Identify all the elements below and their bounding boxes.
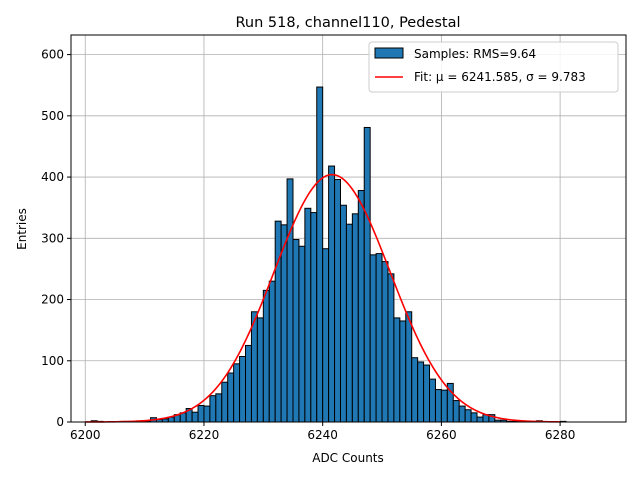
y-tick-label: 200: [41, 293, 64, 307]
legend-fit-label: Fit: μ = 6241.585, σ = 9.783: [414, 70, 586, 84]
histogram-bar: [440, 389, 448, 423]
histogram-bar: [399, 320, 407, 423]
histogram-bar: [393, 317, 401, 423]
histogram-bar: [434, 389, 442, 423]
histogram-bar: [292, 239, 300, 423]
legend: Samples: RMS=9.64 Fit: μ = 6241.585, σ =…: [368, 41, 619, 93]
legend-samples-label: Samples: RMS=9.64: [414, 47, 536, 61]
histogram-bar: [221, 381, 229, 423]
histogram-bar: [470, 412, 478, 423]
y-axis-ticks: 0 100 200 300 400 500 600: [41, 48, 71, 429]
histogram-bar: [322, 248, 330, 423]
histogram-bar: [369, 254, 377, 423]
histogram-bar: [351, 213, 359, 423]
x-tick-label: 6200: [70, 428, 101, 442]
legend-box: [368, 41, 619, 93]
histogram-bar: [464, 409, 472, 423]
histogram-bar: [345, 223, 353, 423]
histogram-bar: [227, 372, 235, 423]
histogram-bar: [310, 212, 318, 423]
histogram-bar: [280, 224, 288, 423]
x-tick-label: 6220: [189, 428, 220, 442]
y-tick-label: 600: [41, 48, 64, 62]
x-tick-label: 6240: [307, 428, 338, 442]
legend-samples-swatch: [374, 47, 404, 59]
histogram-bar: [191, 411, 199, 423]
histogram-bar: [209, 395, 217, 423]
histogram-bar: [262, 289, 270, 423]
x-tick-label: 6260: [426, 428, 457, 442]
y-axis-label: Entries: [15, 208, 29, 250]
histogram-bar: [381, 261, 389, 423]
histogram-bar: [304, 207, 312, 423]
y-tick-label: 300: [41, 231, 64, 245]
histogram-bar: [233, 363, 241, 423]
histogram-bar: [286, 178, 294, 423]
histogram-bar: [215, 393, 223, 423]
histogram-bar: [328, 165, 336, 423]
histogram-bar: [417, 361, 425, 423]
y-tick-label: 400: [41, 170, 64, 184]
histogram-bar: [476, 416, 484, 423]
x-tick-label: 6280: [545, 428, 576, 442]
histogram-bar: [452, 400, 460, 423]
histogram-bar: [411, 357, 419, 423]
histogram-bar: [256, 317, 264, 423]
histogram-bar: [423, 364, 431, 423]
histogram-bar: [334, 179, 341, 423]
histogram-bar: [274, 220, 282, 423]
histogram-bar: [298, 245, 306, 423]
histogram-bar: [357, 190, 365, 423]
histogram-bar: [363, 126, 371, 423]
histogram-bar: [239, 355, 247, 423]
histogram-bar: [405, 311, 413, 423]
histogram-bar: [250, 311, 258, 423]
x-axis-label: ADC Counts: [312, 451, 384, 465]
chart-title: Run 518, channel110, Pedestal: [235, 15, 460, 31]
x-axis-ticks: 6200 6220 6240 6260 6280: [70, 422, 575, 442]
histogram-bar: [429, 378, 436, 423]
histogram-bar: [387, 273, 395, 423]
histogram-bar: [197, 404, 205, 423]
y-tick-label: 500: [41, 109, 64, 123]
histogram-bar: [375, 253, 383, 423]
histogram-bar: [245, 344, 252, 423]
histogram-bar: [268, 280, 276, 423]
histogram-bars: [90, 86, 567, 423]
y-tick-label: 0: [56, 415, 64, 429]
histogram-bar: [316, 86, 324, 423]
histogram-bar: [339, 204, 347, 423]
histogram-bar: [203, 405, 211, 423]
histogram-bar: [458, 405, 466, 423]
fit-curve: [85, 173, 561, 423]
plot-frame: [70, 34, 627, 423]
y-tick-label: 100: [41, 354, 64, 368]
